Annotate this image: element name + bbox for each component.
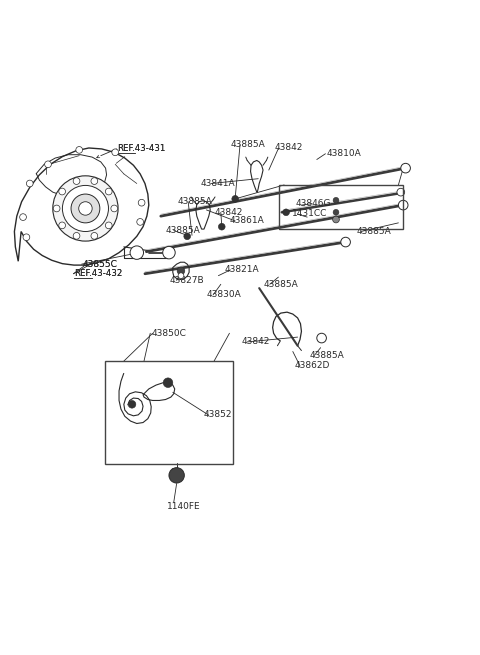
Text: 43830A: 43830A	[206, 290, 241, 299]
Circle shape	[91, 233, 98, 239]
Circle shape	[106, 222, 112, 229]
Text: 43841A: 43841A	[201, 179, 235, 188]
Circle shape	[53, 205, 60, 212]
Circle shape	[341, 237, 350, 247]
Circle shape	[333, 197, 339, 203]
Text: 43827B: 43827B	[170, 276, 204, 285]
Text: 43885A: 43885A	[356, 227, 391, 236]
Circle shape	[130, 246, 144, 259]
Text: 43861A: 43861A	[229, 216, 264, 225]
Text: 43842: 43842	[275, 143, 303, 152]
Circle shape	[333, 210, 339, 215]
Text: 43810A: 43810A	[326, 149, 361, 159]
Circle shape	[184, 233, 191, 240]
Text: 43852: 43852	[204, 411, 232, 419]
Text: 43885A: 43885A	[178, 197, 212, 206]
Text: REF.43-432: REF.43-432	[74, 269, 123, 278]
Circle shape	[79, 202, 92, 215]
Text: 43862D: 43862D	[295, 362, 330, 370]
Text: 43885A: 43885A	[309, 351, 344, 360]
Text: 43885A: 43885A	[165, 226, 200, 235]
Circle shape	[53, 176, 118, 241]
Circle shape	[163, 378, 173, 388]
Circle shape	[232, 195, 239, 202]
Text: REF.43-431: REF.43-431	[118, 145, 166, 153]
Circle shape	[59, 188, 65, 195]
Text: 1140FE: 1140FE	[167, 502, 201, 510]
Circle shape	[138, 199, 145, 206]
Circle shape	[128, 400, 136, 408]
Circle shape	[23, 234, 30, 240]
Circle shape	[73, 233, 80, 239]
Text: REF.43-432: REF.43-432	[74, 269, 123, 278]
Circle shape	[111, 205, 118, 212]
Bar	[105, 361, 233, 464]
Circle shape	[71, 194, 100, 223]
Circle shape	[62, 185, 108, 231]
Text: 1431CC: 1431CC	[292, 209, 327, 217]
Text: 43855C: 43855C	[83, 259, 118, 269]
Text: REF.43-431: REF.43-431	[118, 145, 166, 153]
Circle shape	[169, 468, 184, 483]
Circle shape	[398, 200, 408, 210]
Text: 43842: 43842	[215, 208, 243, 217]
Circle shape	[45, 161, 51, 168]
Bar	[279, 185, 403, 229]
Circle shape	[91, 178, 98, 185]
Text: 43855C: 43855C	[83, 259, 118, 269]
Text: 43821A: 43821A	[225, 265, 259, 274]
Circle shape	[59, 222, 65, 229]
Circle shape	[73, 178, 80, 185]
Circle shape	[76, 147, 83, 153]
Circle shape	[106, 188, 112, 195]
Circle shape	[163, 246, 175, 259]
Circle shape	[137, 219, 144, 225]
Text: 43885A: 43885A	[230, 140, 265, 149]
Text: 43842: 43842	[242, 337, 270, 346]
Text: 43885A: 43885A	[264, 280, 299, 289]
Circle shape	[177, 267, 185, 274]
Text: 43850C: 43850C	[151, 329, 186, 338]
Text: 43846G: 43846G	[295, 199, 331, 208]
Circle shape	[283, 209, 289, 215]
Circle shape	[401, 163, 410, 173]
Circle shape	[397, 188, 405, 196]
Circle shape	[178, 272, 184, 278]
Circle shape	[317, 333, 326, 343]
Circle shape	[218, 223, 225, 230]
Circle shape	[333, 216, 339, 223]
Circle shape	[20, 214, 26, 221]
Circle shape	[26, 180, 33, 187]
Circle shape	[112, 149, 119, 156]
